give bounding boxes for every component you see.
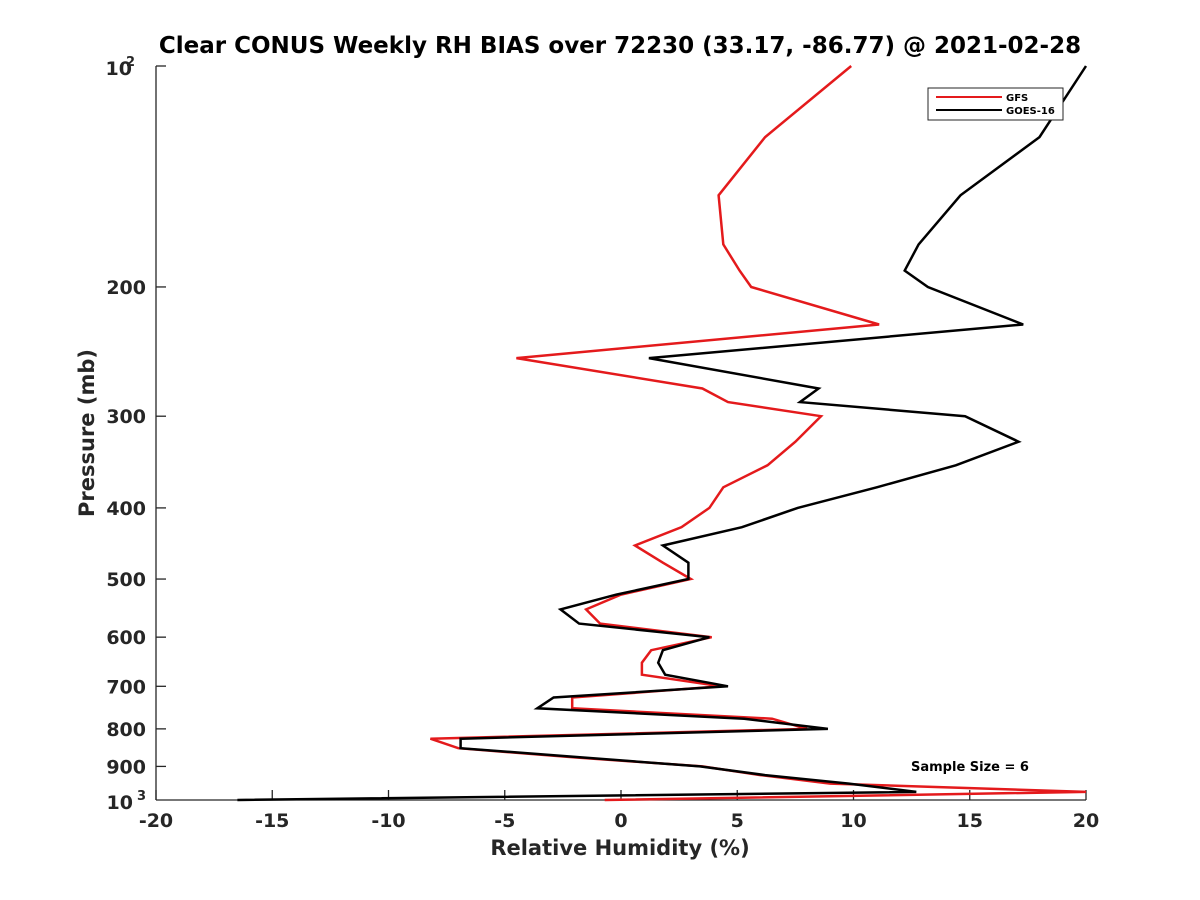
- x-axis-label: Relative Humidity (%): [490, 836, 749, 860]
- y-tick-label: 700: [106, 676, 146, 698]
- legend-box: [927, 87, 1064, 121]
- x-tick-label: 10: [840, 810, 866, 832]
- y-top-label: 10 2: [106, 55, 166, 80]
- legend-label-gfs: GFS: [1006, 93, 1028, 104]
- sample-size-annotation: Sample Size = 6: [911, 760, 1029, 775]
- y-tick-label: 300: [106, 406, 146, 428]
- y-tick-label: 500: [106, 569, 146, 591]
- legend-label-goes16: GOES-16: [1006, 106, 1055, 117]
- y-top-base: 10: [106, 58, 132, 80]
- x-ticks: -20 -15 -10 -5 0 5 10 15 20: [139, 790, 1099, 832]
- y-axis-label: Pressure (mb): [75, 349, 99, 517]
- y-top-exp: 2: [126, 55, 135, 70]
- x-tick-label: 0: [614, 810, 627, 832]
- chart-title: Clear CONUS Weekly RH BIAS over 72230 (3…: [159, 33, 1081, 59]
- y-bottom-label: 10 3: [107, 789, 146, 814]
- series-line-goes16: [237, 65, 1088, 802]
- series-layer: [237, 65, 1088, 802]
- y-tick-label: 400: [106, 498, 146, 520]
- y-tick-label: 800: [106, 719, 146, 741]
- x-tick-label: 5: [731, 810, 744, 832]
- y-bottom-exp: 3: [137, 789, 146, 804]
- legend: GFS GOES-16: [927, 87, 1064, 121]
- y-tick-label: 900: [106, 756, 146, 778]
- x-tick-label: -15: [255, 810, 289, 832]
- axes: [155, 66, 1086, 801]
- x-tick-label: -5: [494, 810, 515, 832]
- x-tick-label: 15: [957, 810, 983, 832]
- y-bottom-base: 10: [107, 792, 133, 814]
- x-tick-label: 20: [1073, 810, 1099, 832]
- y-tick-label: 200: [106, 277, 146, 299]
- x-tick-label: -20: [139, 810, 173, 832]
- y-tick-label: 600: [106, 627, 146, 649]
- y-ticks: 200 300 400 500 600 700 800 900: [106, 277, 166, 778]
- x-tick-label: -10: [371, 810, 405, 832]
